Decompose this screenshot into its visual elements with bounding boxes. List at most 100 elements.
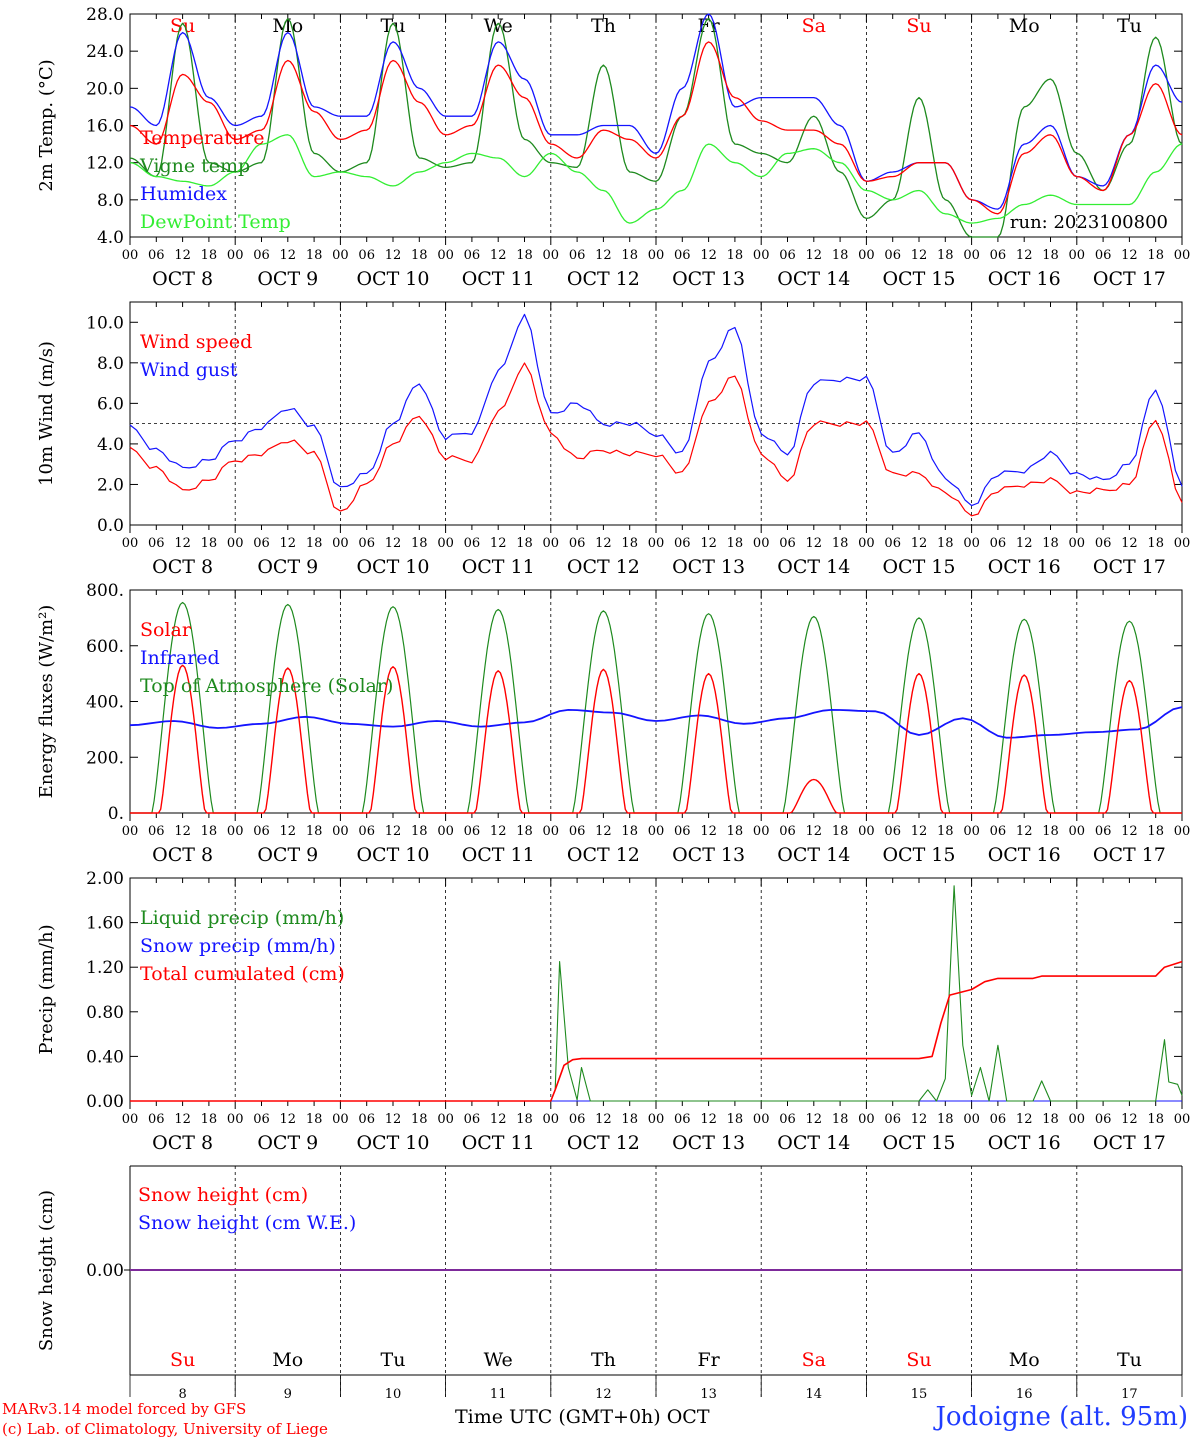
hour-tick-label: 18 bbox=[1147, 824, 1164, 839]
legend-entry: Snow height (cm W.E.) bbox=[138, 1212, 356, 1234]
y-axis-label: 2m Temp. (°C) bbox=[36, 59, 57, 191]
hour-tick-label: 00 bbox=[648, 824, 665, 839]
hour-tick-label: 12 bbox=[174, 1112, 191, 1127]
date-label: OCT 12 bbox=[567, 1132, 640, 1154]
y-tick-label: 24.0 bbox=[86, 42, 124, 62]
series-line-light_green bbox=[129, 134, 1183, 224]
weekday-label: Mo bbox=[272, 15, 303, 37]
weekday-label: Tu bbox=[1117, 1349, 1142, 1371]
hour-tick-label: 06 bbox=[990, 248, 1007, 263]
series-line-infrared bbox=[129, 706, 1183, 739]
date-label: OCT 14 bbox=[777, 844, 850, 866]
hour-tick-label: 18 bbox=[832, 824, 849, 839]
date-label: OCT 13 bbox=[672, 844, 745, 866]
date-label: OCT 17 bbox=[1093, 1132, 1166, 1154]
hour-tick-label: 06 bbox=[148, 248, 165, 263]
hour-tick-label: 06 bbox=[569, 536, 586, 551]
hour-tick-label: 00 bbox=[858, 536, 875, 551]
hour-tick-label: 18 bbox=[727, 536, 744, 551]
hour-tick-label: 06 bbox=[569, 824, 586, 839]
hour-tick-label: 00 bbox=[437, 1112, 454, 1127]
hour-tick-label: 00 bbox=[753, 536, 770, 551]
hour-tick-label: 06 bbox=[884, 1112, 901, 1127]
hour-tick-label: 12 bbox=[385, 1112, 402, 1127]
hour-tick-label: 06 bbox=[884, 824, 901, 839]
weekday-label: Th bbox=[591, 1349, 616, 1371]
series-line-blue bbox=[129, 13, 1183, 210]
hour-tick-label: 00 bbox=[858, 1112, 875, 1127]
hour-tick-label: 00 bbox=[122, 536, 139, 551]
hour-tick-label: 06 bbox=[674, 824, 691, 839]
hour-tick-label: 12 bbox=[806, 824, 823, 839]
hour-tick-label: 12 bbox=[911, 1112, 928, 1127]
hour-tick-label: 06 bbox=[1095, 536, 1112, 551]
date-label: OCT 9 bbox=[257, 268, 318, 290]
date-label: OCT 11 bbox=[462, 1132, 535, 1154]
hour-tick-label: 12 bbox=[806, 1112, 823, 1127]
hour-tick-label: 06 bbox=[884, 248, 901, 263]
legend-entry: Total cumulated (cm) bbox=[140, 963, 345, 985]
hour-tick-label: 12 bbox=[174, 248, 191, 263]
hour-tick-label: 00 bbox=[963, 536, 980, 551]
hour-tick-label: 12 bbox=[1121, 536, 1138, 551]
hour-tick-label: 06 bbox=[148, 1112, 165, 1127]
legend-entry: Vigne temp bbox=[139, 155, 250, 177]
hour-tick-label: 06 bbox=[253, 248, 270, 263]
hour-tick-label: 12 bbox=[595, 536, 612, 551]
hour-tick-label: 12 bbox=[700, 1112, 717, 1127]
hour-tick-label: 12 bbox=[595, 248, 612, 263]
hour-tick-label: 12 bbox=[490, 1112, 507, 1127]
y-axis-label: Energy fluxes (W/m²) bbox=[36, 605, 57, 799]
y-tick-label: 200. bbox=[86, 748, 124, 768]
hour-tick-label: 18 bbox=[621, 536, 638, 551]
hour-tick-label: 00 bbox=[753, 248, 770, 263]
hour-tick-label: 12 bbox=[174, 536, 191, 551]
date-label: OCT 13 bbox=[672, 268, 745, 290]
hour-tick-label: 00 bbox=[227, 824, 244, 839]
hour-tick-label: 12 bbox=[911, 536, 928, 551]
hour-tick-label: 00 bbox=[227, 248, 244, 263]
hour-tick-label: 12 bbox=[385, 536, 402, 551]
date-label: OCT 12 bbox=[567, 844, 640, 866]
hour-tick-label: 00 bbox=[1174, 536, 1191, 551]
y-tick-label: 400. bbox=[86, 693, 124, 713]
y-tick-label: 8.0 bbox=[97, 354, 124, 374]
station-name: Jodoigne (alt. 95m) bbox=[935, 1402, 1188, 1432]
hour-tick-label: 00 bbox=[122, 248, 139, 263]
legend-entry: Wind speed bbox=[140, 331, 252, 353]
weekday-label: We bbox=[484, 15, 513, 37]
date-label: OCT 9 bbox=[257, 844, 318, 866]
day-number: 12 bbox=[595, 1387, 612, 1402]
day-number: 11 bbox=[490, 1387, 507, 1402]
date-label: OCT 15 bbox=[882, 556, 955, 578]
date-label: OCT 15 bbox=[882, 844, 955, 866]
hour-tick-label: 12 bbox=[700, 248, 717, 263]
hour-tick-label: 06 bbox=[464, 248, 481, 263]
weekday-label: Mo bbox=[1009, 1349, 1040, 1371]
day-number: 15 bbox=[911, 1387, 928, 1402]
series-line-dark_green bbox=[129, 17, 1183, 238]
series-line-solar bbox=[130, 664, 1182, 814]
hour-tick-label: 06 bbox=[779, 824, 796, 839]
hour-tick-label: 06 bbox=[464, 1112, 481, 1127]
hour-tick-label: 06 bbox=[990, 1112, 1007, 1127]
hour-tick-label: 12 bbox=[700, 824, 717, 839]
hour-tick-label: 18 bbox=[411, 1112, 428, 1127]
series-line-dark_green bbox=[130, 885, 1183, 1102]
hour-tick-label: 00 bbox=[543, 248, 560, 263]
y-tick-label: 2.0 bbox=[97, 475, 124, 495]
hour-tick-label: 18 bbox=[621, 248, 638, 263]
hour-tick-label: 00 bbox=[1069, 536, 1086, 551]
hour-tick-label: 12 bbox=[385, 824, 402, 839]
hour-tick-label: 12 bbox=[280, 824, 297, 839]
hour-tick-label: 00 bbox=[1069, 824, 1086, 839]
y-tick-label: 20.0 bbox=[86, 79, 124, 99]
weekday-label: Tu bbox=[1117, 15, 1142, 37]
hour-tick-label: 12 bbox=[911, 248, 928, 263]
hour-tick-label: 18 bbox=[1042, 248, 1059, 263]
hour-tick-label: 00 bbox=[437, 824, 454, 839]
date-label: OCT 15 bbox=[882, 1132, 955, 1154]
hour-tick-label: 12 bbox=[490, 536, 507, 551]
hour-tick-label: 00 bbox=[1174, 824, 1191, 839]
